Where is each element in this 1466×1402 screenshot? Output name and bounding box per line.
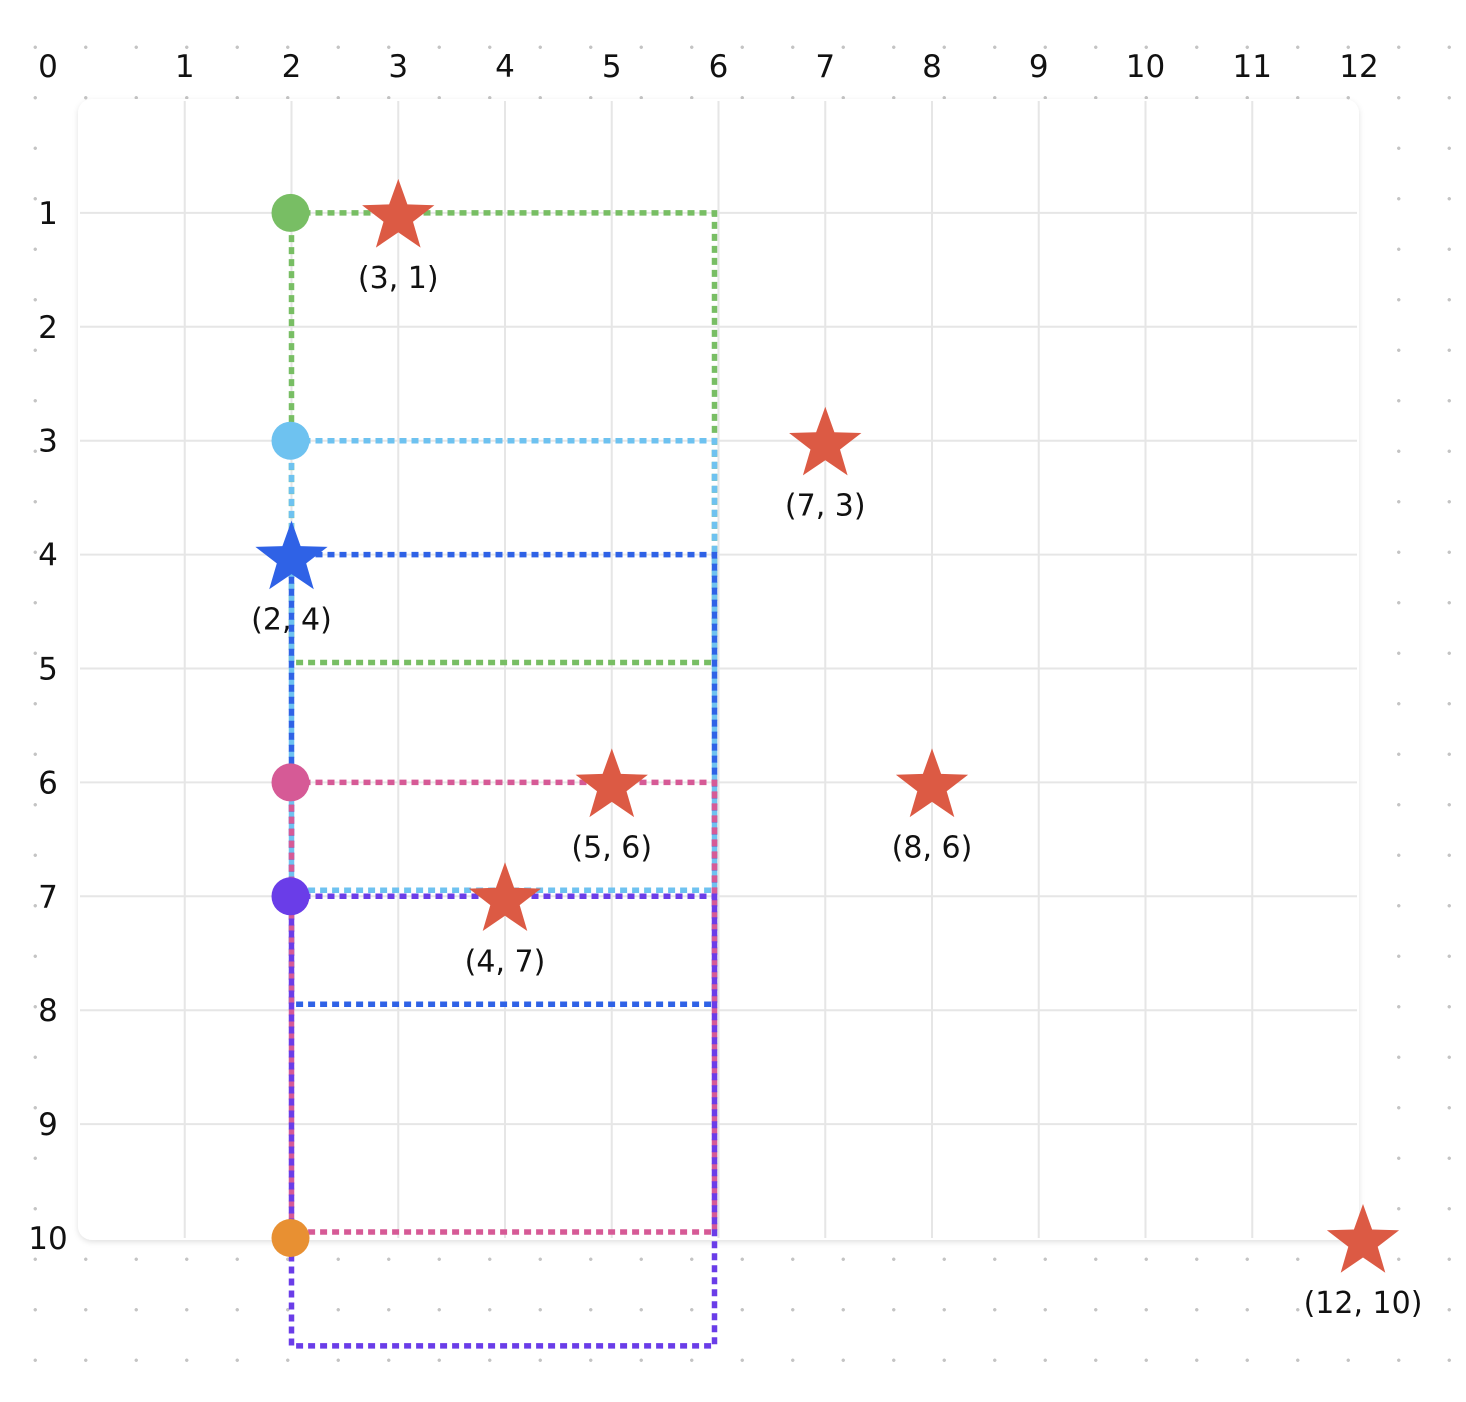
x-tick-label: 10	[1126, 49, 1165, 85]
star-coordinate-label: (7, 3)	[785, 489, 866, 524]
x-tick-label: 11	[1233, 49, 1272, 85]
x-tick-label: 9	[1029, 49, 1049, 85]
star-coordinate-label: (8, 6)	[892, 830, 973, 865]
y-tick-label: 2	[38, 310, 58, 346]
anchor-points	[271, 193, 310, 1257]
anchor-point[interactable]	[271, 763, 310, 802]
anchor-point[interactable]	[271, 877, 310, 916]
star-marker[interactable]	[789, 406, 862, 476]
dotted-rectangle	[288, 779, 718, 1235]
star-marker[interactable]	[468, 862, 542, 931]
x-tick-label: 12	[1339, 49, 1378, 85]
x-tick-label: 0	[38, 49, 58, 85]
x-tick-label: 7	[815, 49, 835, 85]
x-axis-labels: 0 1 2 3 4 5 6 7 8 9 10 11 12	[38, 49, 1379, 85]
y-tick-label: 7	[38, 879, 58, 915]
x-tick-label: 1	[175, 49, 195, 85]
y-tick-label: 6	[38, 765, 58, 801]
star-coordinate-label: (4, 7)	[465, 944, 546, 979]
star-marker[interactable]	[362, 178, 435, 248]
dotted-rectangle	[288, 437, 718, 894]
y-tick-label: 3	[38, 424, 58, 460]
x-tick-label: 3	[388, 49, 408, 85]
star-coordinate-label: (3, 1)	[358, 261, 439, 296]
anchor-point[interactable]	[271, 193, 310, 232]
star-marker[interactable]	[1326, 1204, 1400, 1273]
star-marker[interactable]	[575, 748, 648, 818]
x-tick-label: 6	[709, 49, 729, 85]
star-coordinate-label: (5, 6)	[571, 830, 652, 865]
dotted-rectangle	[288, 893, 718, 1349]
x-tick-label: 4	[495, 49, 515, 85]
y-tick-label: 8	[38, 993, 58, 1029]
anchor-point[interactable]	[271, 1219, 310, 1257]
y-tick-label: 4	[38, 538, 58, 574]
star-marker[interactable]	[255, 520, 328, 590]
y-axis-labels: 1 2 3 4 5 6 7 8 9 10	[28, 196, 67, 1257]
star-marker[interactable]	[895, 748, 969, 818]
dotted-rectangles	[288, 210, 718, 1349]
x-tick-label: 2	[282, 49, 302, 85]
y-tick-label: 1	[38, 196, 58, 232]
star-coordinate-label: (12, 10)	[1304, 1286, 1423, 1321]
anchor-point[interactable]	[271, 421, 310, 460]
star-coordinate-label: (2, 4)	[251, 603, 332, 638]
x-tick-label: 8	[922, 49, 942, 85]
y-tick-label: 10	[28, 1221, 67, 1257]
y-tick-label: 9	[38, 1107, 58, 1143]
y-tick-label: 5	[38, 652, 58, 688]
x-tick-label: 5	[602, 49, 622, 85]
star-points[interactable]: (3, 1) (7, 3) (2, 4) (5, 6) (8, 6) (4, 7) (12,…	[251, 178, 1423, 1321]
